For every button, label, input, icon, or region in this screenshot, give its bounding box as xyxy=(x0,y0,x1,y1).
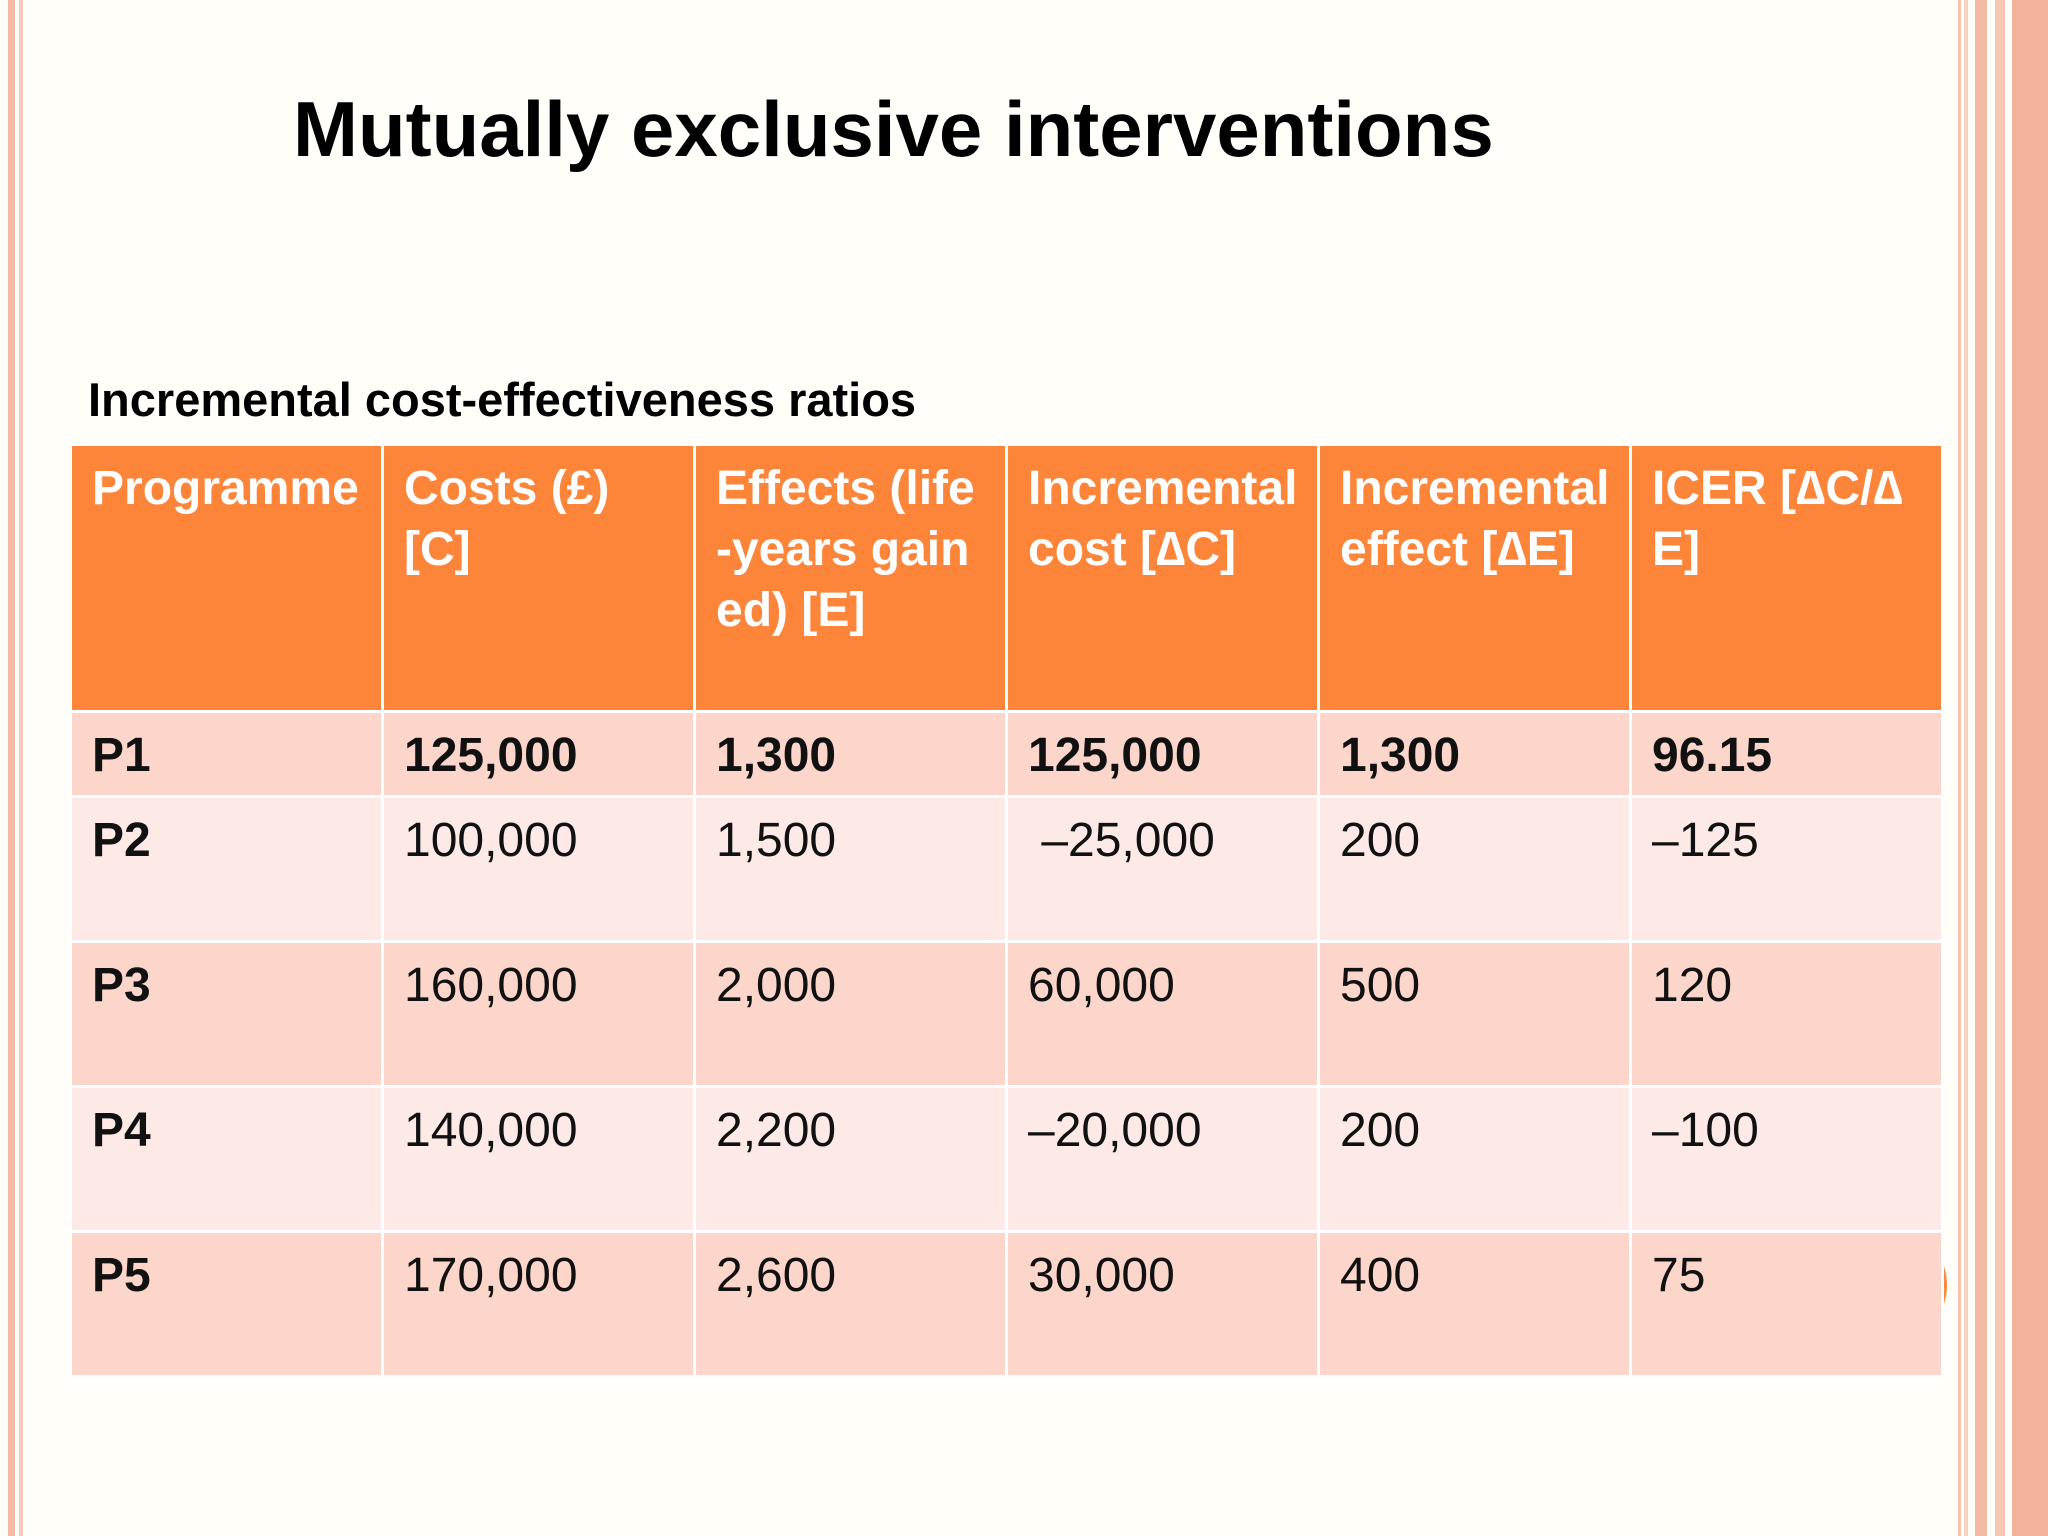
icer-table: Programme Costs (£) [C] Effects (life-ye… xyxy=(69,443,1944,1378)
cell-costs: 100,000 xyxy=(381,795,696,943)
table-header-row: Programme Costs (£) [C] Effects (life-ye… xyxy=(69,443,1944,713)
cell-incremental-cost: –20,000 xyxy=(1005,1085,1320,1233)
cell-costs: 160,000 xyxy=(381,940,696,1088)
cell-incremental-cost: 125,000 xyxy=(1005,710,1320,798)
cell-programme: P2 xyxy=(69,795,384,943)
cell-programme: P4 xyxy=(69,1085,384,1233)
slide-title: Mutually exclusive interventions xyxy=(293,85,1494,173)
table-row: P2 100,000 1,500 –25,000 200 –125 xyxy=(69,795,1944,943)
cell-programme: P1 xyxy=(69,710,384,798)
cell-costs: 125,000 xyxy=(381,710,696,798)
header-costs: Costs (£) [C] xyxy=(381,443,696,713)
cell-programme: P5 xyxy=(69,1230,384,1378)
cell-incremental-cost: 60,000 xyxy=(1005,940,1320,1088)
cell-programme: P3 xyxy=(69,940,384,1088)
table-row: P5 170,000 2,600 30,000 400 75 xyxy=(69,1230,1944,1378)
cell-icer: 75 xyxy=(1629,1230,1944,1378)
header-programme: Programme xyxy=(69,443,384,713)
cell-effects: 1,500 xyxy=(693,795,1008,943)
cell-incremental-cost: 30,000 xyxy=(1005,1230,1320,1378)
cell-incremental-effect: 200 xyxy=(1317,795,1632,943)
border-stripe xyxy=(8,0,15,1536)
cell-icer: –125 xyxy=(1629,795,1944,943)
table-row: P1 125,000 1,300 125,000 1,300 96.15 xyxy=(69,710,1944,798)
cell-effects: 2,600 xyxy=(693,1230,1008,1378)
header-incremental-cost: Incremental cost [∆C] xyxy=(1005,443,1320,713)
cell-costs: 140,000 xyxy=(381,1085,696,1233)
border-stripe xyxy=(19,0,23,1536)
cell-incremental-effect: 1,300 xyxy=(1317,710,1632,798)
border-stripe xyxy=(1995,0,2005,1536)
cell-icer: –100 xyxy=(1629,1085,1944,1233)
border-stripe xyxy=(2012,0,2048,1536)
border-stripe xyxy=(1958,0,1961,1536)
border-stripe xyxy=(1964,0,1968,1536)
header-icer: ICER [∆C/∆E] xyxy=(1629,443,1944,713)
table-row: P4 140,000 2,200 –20,000 200 –100 xyxy=(69,1085,1944,1233)
cell-incremental-effect: 200 xyxy=(1317,1085,1632,1233)
cell-icer: 120 xyxy=(1629,940,1944,1088)
cell-effects: 2,000 xyxy=(693,940,1008,1088)
cell-costs: 170,000 xyxy=(381,1230,696,1378)
header-incremental-effect: Incremental effect [∆E] xyxy=(1317,443,1632,713)
cell-effects: 2,200 xyxy=(693,1085,1008,1233)
table-row: P3 160,000 2,000 60,000 500 120 xyxy=(69,940,1944,1088)
header-effects: Effects (life-years gained) [E] xyxy=(693,443,1008,713)
cell-icer: 96.15 xyxy=(1629,710,1944,798)
cell-incremental-effect: 400 xyxy=(1317,1230,1632,1378)
table-caption: Incremental cost-effectiveness ratios xyxy=(88,373,917,426)
cell-effects: 1,300 xyxy=(693,710,1008,798)
cell-incremental-effect: 500 xyxy=(1317,940,1632,1088)
border-stripe xyxy=(1975,0,1987,1536)
cell-incremental-cost: –25,000 xyxy=(1005,795,1320,943)
